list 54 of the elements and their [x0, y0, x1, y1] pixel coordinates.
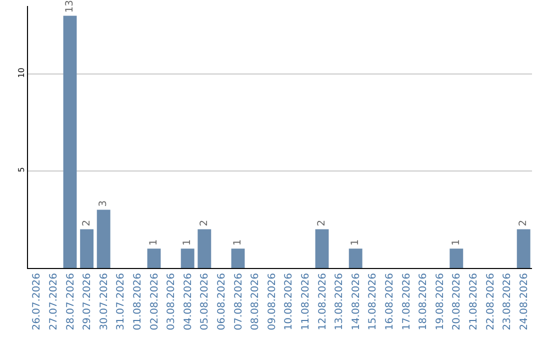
- x-tick-label: 01.08.2026: [132, 273, 144, 330]
- bar: [516, 229, 530, 268]
- x-tick-label: 16.08.2026: [384, 273, 396, 330]
- data-label: 1: [182, 239, 194, 246]
- x-tick-label: 28.07.2026: [65, 273, 76, 330]
- bar: [450, 248, 464, 268]
- bar: [348, 248, 362, 268]
- data-label: 2: [81, 220, 92, 226]
- x-tick-label: 27.07.2026: [48, 273, 60, 330]
- x-tick-label: 10.08.2026: [284, 273, 295, 330]
- x-tick-label: 22.08.2026: [485, 273, 496, 330]
- bar: [180, 248, 194, 268]
- bar: [63, 16, 77, 268]
- x-tick-label: 24.08.2026: [518, 273, 530, 330]
- x-tick-label: 13.08.2026: [334, 273, 346, 330]
- x-tick-label: 09.08.2026: [266, 273, 278, 330]
- x-tick-label: 26.07.2026: [32, 273, 43, 330]
- bar: [315, 229, 329, 268]
- x-tick-label: 18.08.2026: [418, 273, 430, 330]
- x-tick-label: 30.07.2026: [98, 273, 110, 330]
- bar: [231, 248, 245, 268]
- x-tick-label: 04.08.2026: [182, 273, 194, 330]
- x-tick-label: 31.07.2026: [116, 273, 127, 330]
- x-tick-label: 05.08.2026: [200, 273, 211, 330]
- data-label: 1: [450, 239, 462, 246]
- data-label: 1: [232, 239, 244, 246]
- data-label: 2: [198, 220, 210, 226]
- x-tick-label: 07.08.2026: [233, 273, 244, 330]
- x-tick-label: 12.08.2026: [317, 273, 328, 330]
- y-tick-label: 5: [16, 167, 26, 172]
- x-tick-label: 15.08.2026: [368, 273, 379, 330]
- x-tick-label: 20.08.2026: [452, 273, 463, 330]
- data-label: 2: [316, 220, 328, 226]
- data-label: 1: [350, 239, 362, 246]
- x-tick-label: 19.08.2026: [434, 273, 446, 330]
- y-tick-label: 10: [16, 68, 26, 78]
- bar: [96, 210, 110, 268]
- x-tick-label: 03.08.2026: [166, 273, 178, 330]
- x-tick-label: 08.08.2026: [250, 273, 262, 330]
- x-tick-label: 06.08.2026: [216, 273, 228, 330]
- x-tick-label: 17.08.2026: [401, 273, 412, 330]
- data-label: 13: [64, 0, 76, 13]
- x-tick-label: 14.08.2026: [350, 273, 362, 330]
- x-tick-label: 29.07.2026: [82, 273, 94, 330]
- x-tick-label: 11.08.2026: [300, 273, 312, 330]
- x-tick-label: 23.08.2026: [502, 273, 514, 330]
- bar: [198, 229, 212, 268]
- x-tick-label: 21.08.2026: [468, 273, 480, 330]
- data-label: 1: [148, 239, 160, 246]
- data-label: 2: [518, 220, 530, 226]
- bar: [147, 248, 161, 268]
- x-tick-label: 02.08.2026: [149, 273, 160, 330]
- bar: [80, 229, 94, 268]
- data-label: 3: [98, 200, 110, 207]
